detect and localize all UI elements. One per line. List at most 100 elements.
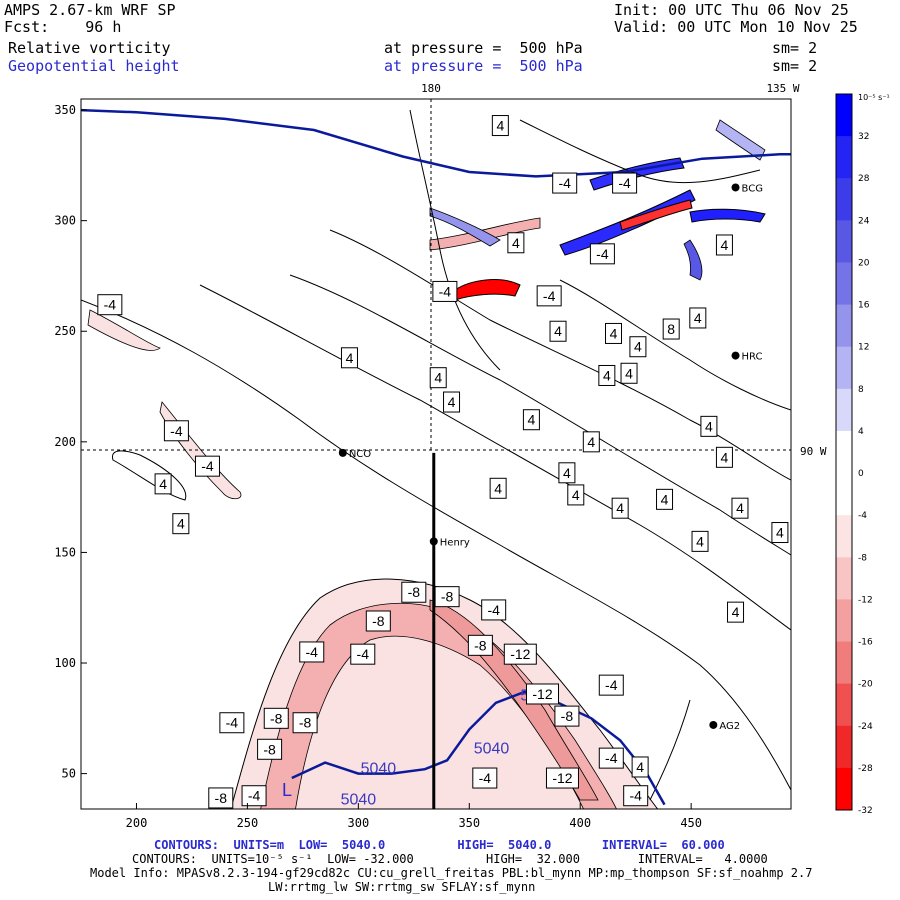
vorticity-contour-label: -4 <box>432 280 458 302</box>
vorticity-contour-label: -4 <box>194 455 220 477</box>
svg-text:4: 4 <box>776 525 784 541</box>
svg-text:4: 4 <box>634 339 642 355</box>
svg-text:-8: -8 <box>299 715 312 731</box>
svg-text:-4: -4 <box>605 750 618 766</box>
vorticity-contour-label: -4 <box>612 172 638 194</box>
meridian-135w-label: 135 W <box>766 82 799 95</box>
colorbar-tick-label: 32 <box>858 132 869 142</box>
svg-text:4: 4 <box>603 367 611 383</box>
vorticity-contour-label: 4 <box>715 446 733 468</box>
height-contour-5040 <box>81 108 791 178</box>
station-ag2: AG2 <box>709 720 740 732</box>
vorticity-contour-label: 4 <box>605 322 622 344</box>
vorticity-contour-label: 4 <box>771 522 789 544</box>
svg-text:-8: -8 <box>408 584 421 600</box>
svg-text:4: 4 <box>572 487 580 503</box>
svg-text:-8: -8 <box>561 708 574 724</box>
vorticity-contour-label: 4 <box>801 553 817 573</box>
svg-text:4: 4 <box>610 325 618 341</box>
svg-text:Henry: Henry <box>440 537 470 548</box>
vorticity-contour-label: -4 <box>219 712 245 734</box>
colorbar-segment <box>836 599 852 643</box>
vorticity-contour-label: 4 <box>611 497 629 519</box>
contour-line <box>649 699 691 801</box>
vorticity-contour-label: -8 <box>257 738 283 760</box>
colorbar-frame <box>835 93 853 811</box>
vorticity-contour-label: -4 <box>481 599 507 621</box>
svg-text:4: 4 <box>177 516 185 532</box>
vorticity-contour-label: 4 <box>340 347 358 369</box>
colorbar-tick-label: -8 <box>858 553 867 563</box>
vorticity-contour-label: 4 <box>629 336 647 358</box>
vorticity-contour-label: -8 <box>263 707 289 729</box>
vorticity-contour-label: -8 <box>208 787 234 809</box>
vorticity-contour-label: 4 <box>491 115 509 137</box>
x-tick-label: 350 <box>458 816 480 830</box>
y-tick-label: 200 <box>54 435 76 449</box>
svg-text:-4: -4 <box>543 288 556 304</box>
init-time: Init: 00 UTC Thu 06 Nov 25 <box>614 1 849 19</box>
low-pressure-marker: L <box>282 780 292 800</box>
parallel-90w-label: 90 W <box>800 445 827 458</box>
contour-line <box>559 279 791 411</box>
field2-level: at pressure = 500 hPa <box>384 57 583 75</box>
x-tick-label: 450 <box>680 816 702 830</box>
vorticity-contour-label: 8 <box>662 318 680 340</box>
colorbar-tick-label: -4 <box>858 511 867 521</box>
contour-line <box>409 109 501 371</box>
contours-info-vorticity: CONTOURS: UNITS=10⁻⁵ s⁻¹ LOW= -32.000 HI… <box>132 852 768 866</box>
vorticity-contour-label: 4 <box>715 234 733 256</box>
colorbar-tick-label: 16 <box>858 301 870 311</box>
field2-smoothing: sm= 2 <box>772 57 818 75</box>
vorticity-contour-label: -8 <box>401 581 427 603</box>
vorticity-contour-label: 4 <box>558 462 576 484</box>
y-tick-label: 150 <box>54 545 76 559</box>
svg-text:-12: -12 <box>510 646 530 662</box>
colorbar-tick-label: -32 <box>858 806 873 816</box>
svg-text:-4: -4 <box>618 175 631 191</box>
colorbar-tick-label: 20 <box>858 258 870 268</box>
contour-line <box>519 119 761 184</box>
colorbar-segment <box>836 430 852 474</box>
height-contour-5040 <box>291 690 666 806</box>
svg-text:-4: -4 <box>170 423 183 439</box>
vorticity-contour-label: -8 <box>292 712 318 734</box>
svg-text:4: 4 <box>694 310 702 326</box>
svg-text:-4: -4 <box>479 770 492 786</box>
vorticity-contour-label: 4 <box>691 530 709 552</box>
vorticity-contour-label: -4 <box>241 785 267 807</box>
svg-text:4: 4 <box>346 350 354 366</box>
vorticity-contour-label: -4 <box>536 285 562 307</box>
colorbar-segment <box>836 346 852 390</box>
svg-text:4: 4 <box>661 491 669 507</box>
vorticity-contour-label: -4 <box>299 641 325 663</box>
vorticity-contour-label: 4 <box>443 391 461 413</box>
height-contour-label: 5040 <box>474 741 510 758</box>
svg-text:-4: -4 <box>248 788 261 804</box>
vorticity-contour-label: -4 <box>552 172 578 194</box>
svg-text:4: 4 <box>563 465 571 481</box>
contour-line <box>329 229 791 481</box>
vorticity-contour-label: 4 <box>582 431 600 453</box>
y-tick-label: 50 <box>62 767 76 781</box>
vorticity-contour-label: -4 <box>589 243 615 265</box>
colorbar-segment <box>836 178 852 221</box>
vorticity-contour-label: 4 <box>620 362 638 384</box>
colorbar-tick-label: 4 <box>858 427 864 437</box>
vorticity-contour-label: -8 <box>434 586 460 608</box>
svg-text:4: 4 <box>616 500 624 516</box>
colorbar-segment <box>836 136 852 179</box>
height-contour-label: 5040 <box>361 761 397 778</box>
station-henry: Henry <box>429 537 470 548</box>
svg-text:4: 4 <box>494 480 502 496</box>
contour-line <box>81 299 791 791</box>
contour-line <box>111 450 187 501</box>
contour-line <box>199 284 791 631</box>
contours-info-height: CONTOURS: UNITS=m LOW= 5040.0 HIGH= 5040… <box>154 838 725 852</box>
vorticity-contour-label: -12 <box>526 683 559 705</box>
svg-text:-8: -8 <box>372 613 385 629</box>
vorticity-contour-label: -12 <box>545 767 579 789</box>
vorticity-contour-label: 4 <box>172 513 190 535</box>
colorbar-tick-label: 8 <box>858 385 864 395</box>
